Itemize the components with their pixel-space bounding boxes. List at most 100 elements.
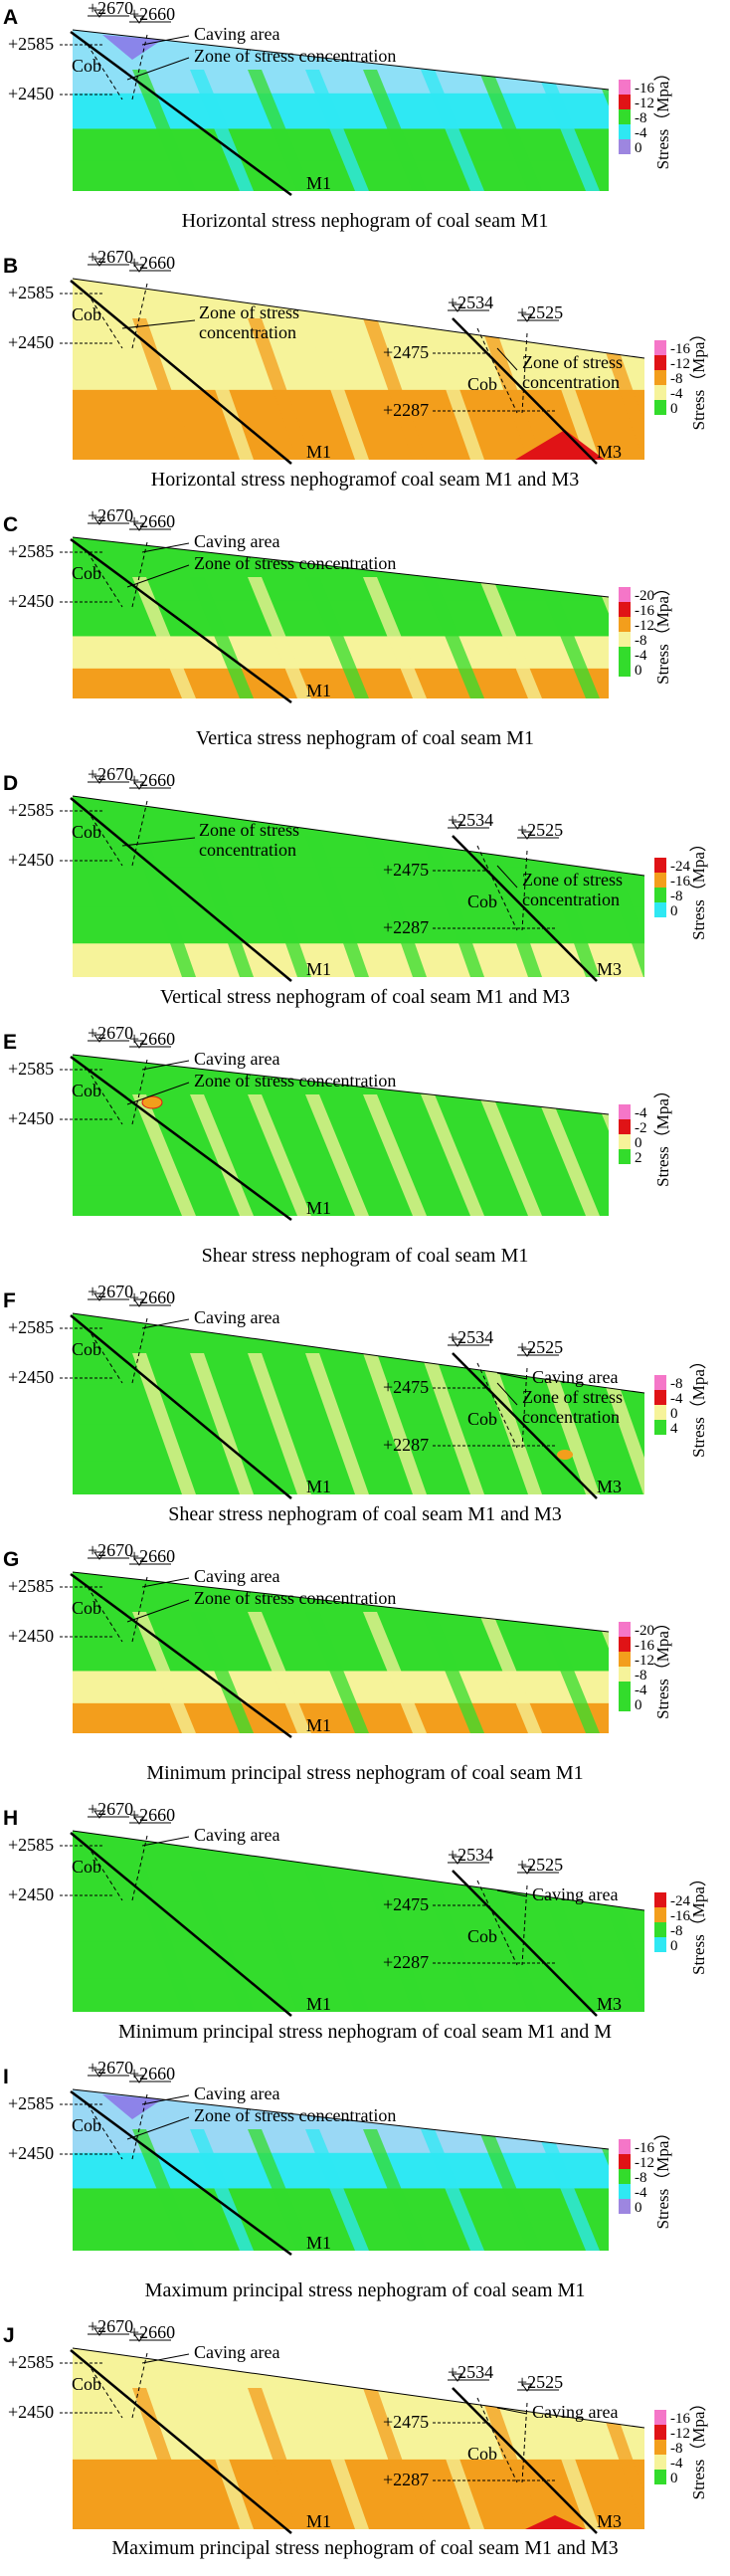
stress-streak — [190, 836, 254, 977]
elevation-2670: +2670 — [88, 1282, 133, 1301]
legend-swatch — [619, 1104, 631, 1119]
legend-value: -16 — [635, 2140, 654, 2156]
elevation-marker — [133, 2075, 145, 2083]
panel-c: C M1 +2670 +2660 +2585 +2450 Cob Caving area Zon… — [0, 505, 730, 766]
caving-area-label: Caving area — [194, 1307, 279, 1327]
stress-streak — [421, 70, 484, 191]
legend-title: Stress（Mpa） — [653, 1082, 672, 1187]
panel-g: G M1 +2670 +2660 +2585 +2450 Cob Caving area Zon… — [0, 1540, 730, 1801]
stress-streak — [132, 1871, 196, 2012]
elevation-2660: +2660 — [129, 1805, 175, 1825]
elevation-marker — [133, 15, 145, 24]
legend-swatch — [619, 1682, 631, 1696]
legend-title: Stress（Mpa） — [689, 325, 708, 431]
coal-seam-m1 — [70, 2349, 292, 2534]
elevation-2287: +2287 — [383, 1952, 429, 1972]
legend-title: Stress（Mpa） — [653, 2124, 672, 2230]
coal-seam-m1 — [70, 1832, 292, 2017]
elevation-marker — [93, 1551, 105, 1560]
legend-value: -12 — [635, 618, 654, 634]
elevation-2585: +2585 — [8, 1576, 54, 1596]
legend-swatch — [654, 2440, 666, 2455]
nephogram-j: J M1 +2670+2660 +2585 +2450 Cob Caving area +25… — [3, 2316, 708, 2559]
goaf-boundary — [87, 1069, 123, 1125]
legend-swatch — [619, 1119, 631, 1134]
elevation-marker — [521, 1866, 533, 1875]
legend-swatch — [654, 1907, 666, 1922]
legend-swatch — [619, 602, 631, 617]
caving-area-label: Caving area — [194, 1049, 279, 1069]
caving-area-leader — [141, 542, 190, 553]
nephogram-i: I M1 +2670+2660 +2585 +2450 Cob Caving areaZon… — [3, 2058, 672, 2301]
nephogram-a: A M1 +2670+2660 +2585 +2450 Cob Caving areaZon… — [3, 0, 672, 232]
seam-label-m1: M1 — [306, 2511, 331, 2531]
elevation-2450: +2450 — [8, 1884, 54, 1904]
legend-value: -4 — [670, 386, 683, 402]
stress-streak — [248, 1094, 311, 1216]
legend-value: -4 — [670, 2456, 683, 2472]
legend-value: 0 — [635, 1697, 642, 1713]
caving-area-label: Caving area — [194, 2083, 279, 2103]
stress-streak — [478, 318, 542, 460]
elevation-marker — [452, 303, 463, 312]
legend-swatch — [654, 888, 666, 902]
legend-swatch — [654, 340, 666, 355]
cob-label: Cob — [72, 1339, 101, 1359]
zone-label: Zone of stress concentration — [194, 1588, 396, 1608]
nephogram-f: F M1 +2670+2660 +2585 +2450 Cob Caving area +25… — [3, 1282, 708, 1525]
stress-streak — [536, 70, 600, 191]
goaf-boundary — [476, 2397, 518, 2483]
legend-value: -12 — [635, 1653, 654, 1669]
zone-leader — [126, 1082, 190, 1105]
legend-swatch — [619, 632, 631, 647]
elevation-2450: +2450 — [8, 332, 54, 352]
stress-streak — [363, 2388, 427, 2529]
legend-value: -8 — [635, 633, 647, 649]
goaf-boundary — [521, 2402, 528, 2483]
legend-swatch — [654, 385, 666, 400]
zone-label-line1: Zone of stress — [199, 302, 299, 322]
elevation-2585: +2585 — [8, 34, 54, 54]
stress-field — [73, 1831, 644, 2012]
legend-swatch — [619, 95, 631, 109]
stress-streak — [132, 2388, 196, 2529]
stress-hotspot — [141, 1095, 163, 1109]
stress-streak — [248, 2388, 311, 2529]
stress-streak — [421, 1094, 484, 1216]
cob-label: Cob — [72, 563, 101, 583]
seam-label-m1: M1 — [306, 1477, 331, 1496]
elevation-2585: +2585 — [8, 283, 54, 302]
panel-b: B M1 +2670 +2660 +2585 +2450 Cob Zone of stress… — [0, 247, 730, 507]
elevation-marker — [93, 516, 105, 525]
legend-swatch — [619, 1149, 631, 1164]
elevation-2585: +2585 — [8, 2352, 54, 2372]
elevation-2660: +2660 — [129, 770, 175, 790]
panel-letter: F — [3, 1289, 16, 1312]
legend-value: -16 — [635, 1638, 654, 1654]
legend-swatch — [654, 902, 666, 917]
zone-label-line1: Zone of stress — [522, 352, 623, 372]
zone-leader — [121, 837, 196, 847]
elevation-2450: +2450 — [8, 850, 54, 870]
panel-letter: C — [3, 513, 18, 536]
elevation-marker — [133, 1040, 145, 1049]
elevation-2534: +2534 — [448, 293, 493, 312]
legend-value: 0 — [635, 663, 642, 679]
goaf-boundary — [87, 551, 123, 608]
goaf-boundary — [521, 1367, 528, 1449]
panel-caption: Shear stress nephogram of coal seam M1 a… — [168, 1503, 561, 1525]
elevation-2660: +2660 — [129, 1546, 175, 1566]
caving-area-label: Caving area — [532, 2402, 618, 2422]
legend-value: -8 — [670, 1923, 683, 1939]
elevation-marker — [93, 1810, 105, 1819]
elevation-2534: +2534 — [448, 2362, 493, 2382]
elevation-2585: +2585 — [8, 1835, 54, 1855]
legend-value: -20 — [635, 1623, 654, 1639]
legend-swatch — [619, 1652, 631, 1667]
legend-swatch — [619, 662, 631, 677]
stress-streak — [132, 318, 196, 460]
zone-label-line2: concentration — [199, 840, 296, 860]
stress-streak — [248, 2129, 311, 2251]
caving-area-leader — [496, 1372, 528, 1380]
legend-title: Stress（Mpa） — [689, 2395, 708, 2500]
